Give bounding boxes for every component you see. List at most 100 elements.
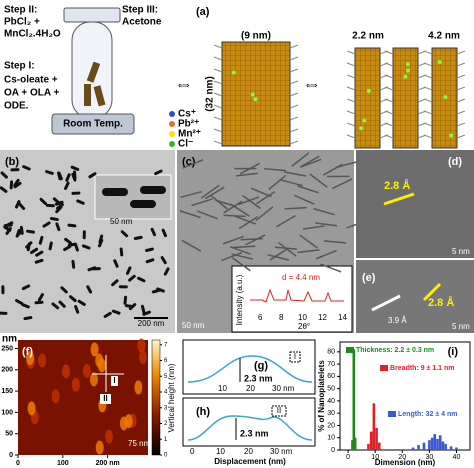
afm-feature <box>71 377 80 392</box>
nanorod <box>76 199 85 205</box>
ligand <box>384 50 394 55</box>
nanoplatelet-stack <box>302 225 325 230</box>
ligand <box>384 122 394 127</box>
colorbar-tick-label: 3 <box>164 405 168 411</box>
y-tick-label: 0 <box>9 452 13 459</box>
x-tick-label: 200 nm <box>96 460 120 467</box>
ligand <box>346 74 356 79</box>
nanoplatelet-stack <box>191 198 213 207</box>
nanorod <box>45 203 55 208</box>
nanorod <box>15 299 24 305</box>
tick: 20 <box>246 384 255 393</box>
scale-bar-label: 200 nm <box>138 319 165 328</box>
nanoplatelet-stack <box>223 200 243 214</box>
mn-ion <box>405 62 410 67</box>
legend-swatch <box>380 365 388 371</box>
afm-feature <box>134 380 143 395</box>
ligand <box>289 140 299 145</box>
nanoplatelet-stack <box>280 179 303 187</box>
nanoplatelet-stack <box>309 173 328 188</box>
ligand <box>384 110 394 115</box>
afm-feature <box>26 351 35 366</box>
ligand <box>456 110 466 115</box>
panel-b: (b) 50 nm 200 nm <box>0 150 175 333</box>
legend-label: Cl⁻ <box>178 139 193 150</box>
nanoplatelet-stack <box>276 214 296 228</box>
nanorod <box>0 311 8 315</box>
histogram-bar <box>422 442 426 450</box>
hrtem-image <box>356 260 474 333</box>
afm-feature <box>137 338 146 353</box>
ligand <box>384 134 394 139</box>
tick: 0 <box>190 447 195 456</box>
ligand <box>423 110 433 115</box>
nanorod <box>30 247 39 255</box>
colorbar-tick-label: 7 <box>164 342 168 348</box>
nanoplatelet-stack <box>315 249 337 260</box>
nanoplatelet-stack <box>238 216 258 230</box>
y-tick-label: 150 <box>1 388 13 395</box>
ligand <box>423 98 433 103</box>
nanorod <box>0 171 8 179</box>
ligand <box>289 104 299 109</box>
ligand <box>384 74 394 79</box>
tick: 8 <box>279 313 284 322</box>
nanoplatelet-stack <box>255 206 274 222</box>
nanorod <box>71 191 81 195</box>
x-tick-label: 30 <box>425 454 433 461</box>
panel-h: (h) II 2.3 nm 0 10 20 30 nm Displacement… <box>182 397 316 466</box>
ligand <box>213 56 223 61</box>
ligand <box>213 104 223 109</box>
nanorod <box>113 259 119 268</box>
ligand <box>346 62 356 67</box>
ligand <box>346 50 356 55</box>
nanorod <box>64 237 72 245</box>
histogram-bar <box>411 447 415 450</box>
height-profile <box>187 415 313 441</box>
hrtem-image <box>356 150 474 258</box>
nanoplatelet-stack <box>320 263 342 273</box>
legend-dot <box>169 131 175 137</box>
nanoplatelet-stack <box>222 235 244 245</box>
y-tick-label: 200 <box>1 367 13 374</box>
nanoplatelet-stack <box>230 203 250 217</box>
nanorod <box>23 316 33 321</box>
nanorod <box>38 235 44 245</box>
nanorod <box>119 247 124 257</box>
panel-label: (e) <box>362 272 376 284</box>
nanorod <box>64 181 70 190</box>
lattice-spacing: 2.8 Å <box>384 179 410 192</box>
nanorod <box>55 205 63 214</box>
scale-bar-label: 75 nm <box>128 439 151 448</box>
ligand <box>213 116 223 121</box>
nanorod <box>65 173 71 182</box>
nanorod <box>70 165 80 171</box>
y-tick-label: 50 <box>5 431 13 438</box>
panel-a: Step II: PbCl₂ + MnCl₂.4H₂O Step III: Ac… <box>4 5 466 150</box>
mn-ion <box>366 88 371 93</box>
ligand <box>289 56 299 61</box>
tick: 14 <box>338 313 347 322</box>
nanorod <box>60 286 68 294</box>
step-text: Acetone <box>122 17 162 28</box>
legend-dot <box>169 141 175 147</box>
mn-ion <box>253 97 258 102</box>
colorbar-tick-label: 4 <box>164 390 168 396</box>
plot-frame <box>339 341 471 451</box>
nanoplatelet-stack <box>223 214 246 218</box>
nanorod <box>4 221 14 228</box>
colorbar-tick-label: 6 <box>164 358 168 364</box>
nanoplatelet-stack <box>235 172 258 177</box>
nanoplatelet-stack <box>234 167 257 170</box>
nanorod <box>55 222 61 232</box>
nanorod <box>15 200 21 209</box>
mn-ion <box>449 133 454 138</box>
nanoplatelet-stack <box>181 239 202 252</box>
nanorod <box>45 170 54 175</box>
ligand <box>289 44 299 49</box>
ligand <box>456 74 466 79</box>
y-tick-label: 30 <box>327 410 335 417</box>
nanoplatelet-stack <box>237 196 260 206</box>
nanorod <box>35 250 44 257</box>
nanorod <box>81 244 91 250</box>
